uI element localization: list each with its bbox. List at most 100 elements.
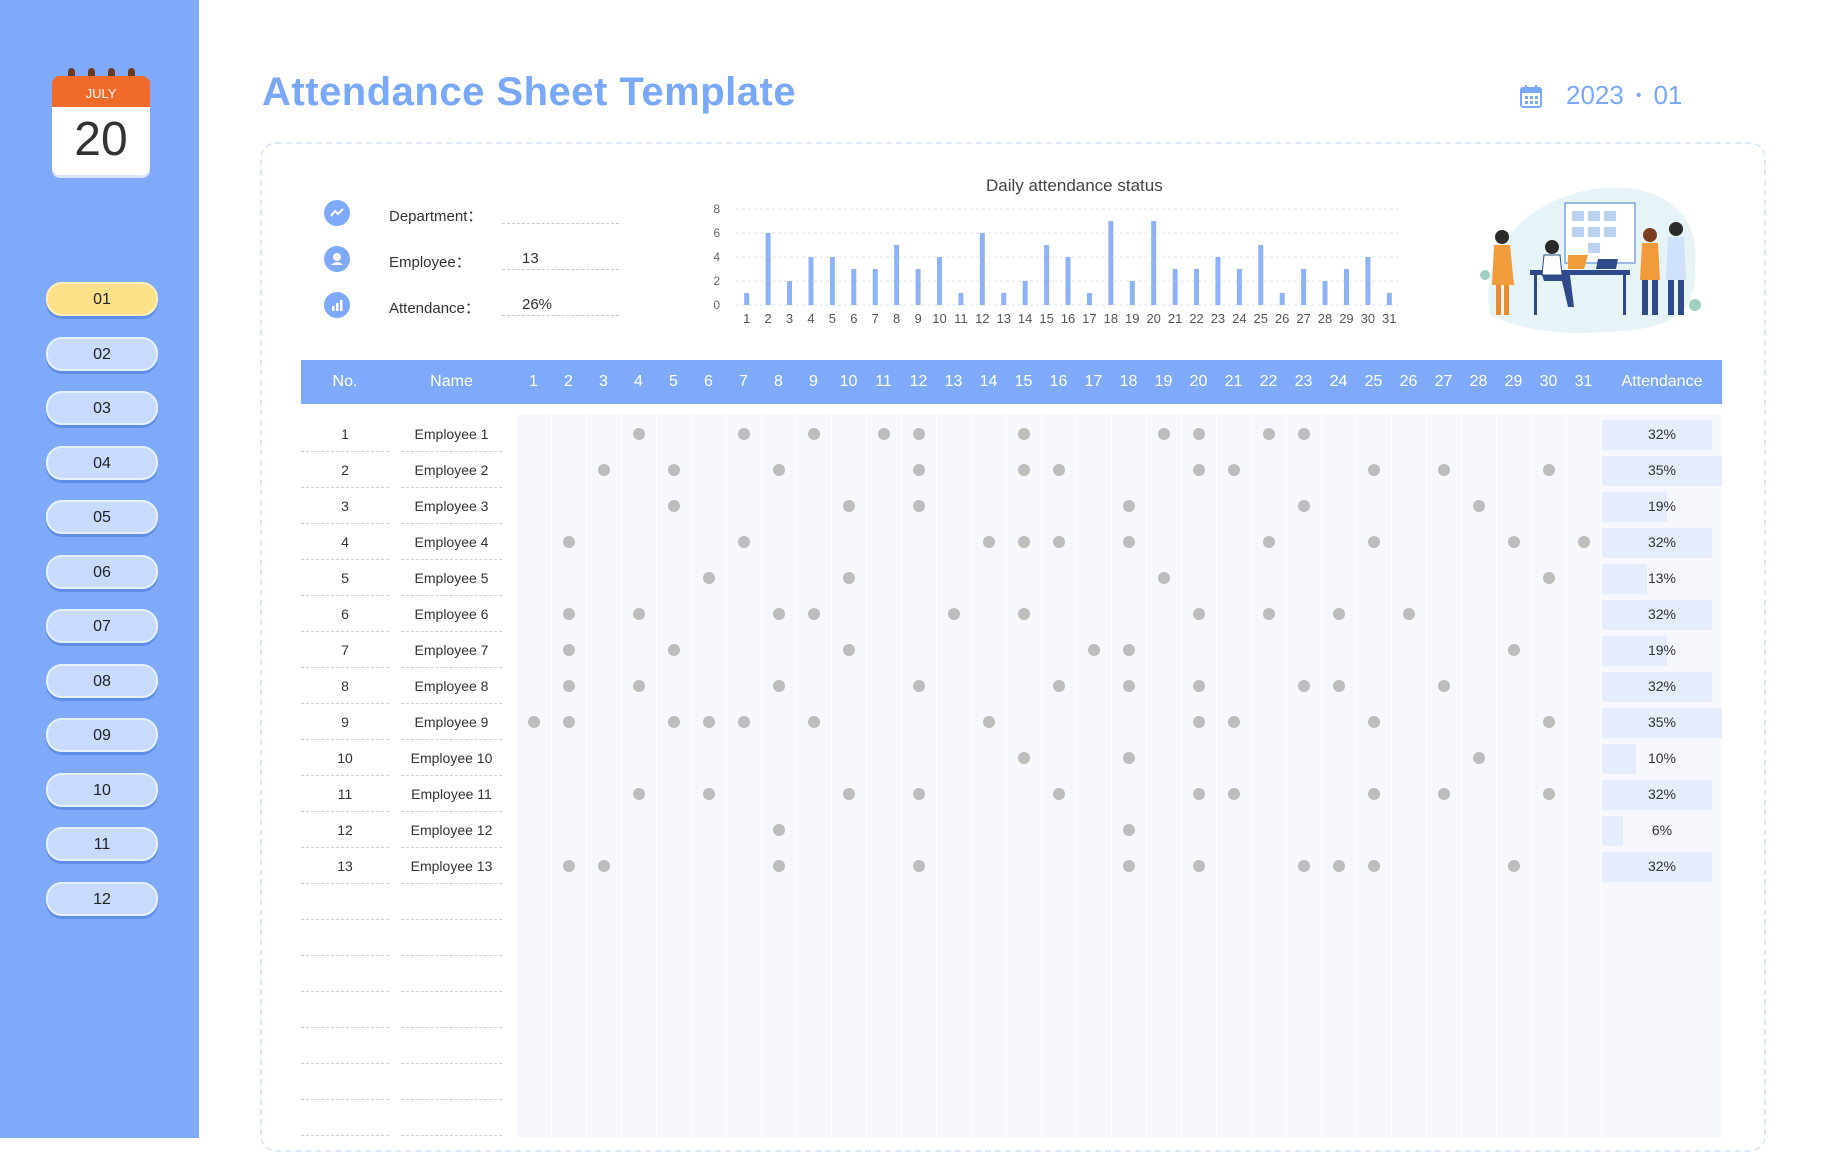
cell-name[interactable]: Employee 5 (401, 560, 502, 596)
cell-name[interactable]: Employee 4 (401, 524, 502, 560)
cell-name[interactable]: Employee 3 (401, 488, 502, 524)
date-display[interactable]: 2023 • 01 (1520, 80, 1682, 111)
cell-name[interactable] (401, 920, 502, 956)
attendance-mark-day-28[interactable] (1472, 752, 1485, 764)
cell-no[interactable]: 12 (301, 812, 389, 848)
attendance-mark-day-12[interactable] (912, 680, 925, 692)
attendance-mark-day-25[interactable] (1367, 860, 1380, 872)
cell-name[interactable]: Employee 7 (401, 632, 502, 668)
attendance-mark-day-10[interactable] (842, 788, 855, 800)
attendance-mark-day-21[interactable] (1227, 788, 1240, 800)
cell-no[interactable]: 9 (301, 704, 389, 740)
attendance-mark-day-18[interactable] (1122, 500, 1135, 512)
attendance-mark-day-14[interactable] (982, 716, 995, 728)
cell-no[interactable]: 7 (301, 632, 389, 668)
attendance-mark-day-3[interactable] (597, 464, 610, 476)
attendance-mark-day-16[interactable] (1052, 788, 1065, 800)
attendance-mark-day-24[interactable] (1332, 608, 1345, 620)
attendance-mark-day-16[interactable] (1052, 680, 1065, 692)
attendance-mark-day-29[interactable] (1507, 860, 1520, 872)
attendance-mark-day-25[interactable] (1367, 464, 1380, 476)
attendance-mark-day-6[interactable] (702, 716, 715, 728)
cell-name[interactable] (401, 1100, 502, 1136)
attendance-rate-field[interactable]: 26% (502, 296, 619, 316)
attendance-mark-day-25[interactable] (1367, 716, 1380, 728)
cell-no[interactable] (301, 1100, 389, 1136)
cell-no[interactable]: 2 (301, 452, 389, 488)
attendance-mark-day-16[interactable] (1052, 536, 1065, 548)
attendance-mark-day-29[interactable] (1507, 536, 1520, 548)
cell-no[interactable] (301, 1028, 389, 1064)
attendance-mark-day-5[interactable] (667, 500, 680, 512)
attendance-mark-day-8[interactable] (772, 464, 785, 476)
attendance-mark-day-17[interactable] (1087, 644, 1100, 656)
attendance-mark-day-9[interactable] (807, 608, 820, 620)
attendance-mark-day-7[interactable] (737, 716, 750, 728)
attendance-mark-day-23[interactable] (1297, 860, 1310, 872)
attendance-mark-day-7[interactable] (737, 536, 750, 548)
cell-name[interactable]: Employee 13 (401, 848, 502, 884)
cell-no[interactable] (301, 1064, 389, 1100)
attendance-mark-day-20[interactable] (1192, 680, 1205, 692)
attendance-mark-day-18[interactable] (1122, 860, 1135, 872)
attendance-mark-day-12[interactable] (912, 428, 925, 440)
cell-no[interactable]: 8 (301, 668, 389, 704)
attendance-mark-day-12[interactable] (912, 788, 925, 800)
cell-name[interactable] (401, 884, 502, 920)
attendance-mark-day-8[interactable] (772, 608, 785, 620)
attendance-mark-day-21[interactable] (1227, 716, 1240, 728)
attendance-mark-day-27[interactable] (1437, 464, 1450, 476)
attendance-mark-day-12[interactable] (912, 464, 925, 476)
attendance-mark-day-4[interactable] (632, 608, 645, 620)
cell-no[interactable] (301, 884, 389, 920)
cell-no[interactable]: 1 (301, 416, 389, 452)
month-button-05[interactable]: 05 (46, 500, 158, 534)
attendance-mark-day-23[interactable] (1297, 428, 1310, 440)
attendance-mark-day-24[interactable] (1332, 860, 1345, 872)
attendance-mark-day-9[interactable] (807, 716, 820, 728)
attendance-mark-day-15[interactable] (1017, 464, 1030, 476)
attendance-mark-day-30[interactable] (1542, 572, 1555, 584)
attendance-mark-day-26[interactable] (1402, 608, 1415, 620)
attendance-mark-day-15[interactable] (1017, 608, 1030, 620)
cell-no[interactable]: 13 (301, 848, 389, 884)
attendance-mark-day-18[interactable] (1122, 752, 1135, 764)
attendance-mark-day-30[interactable] (1542, 716, 1555, 728)
cell-no[interactable] (301, 992, 389, 1028)
attendance-mark-day-23[interactable] (1297, 500, 1310, 512)
attendance-mark-day-3[interactable] (597, 860, 610, 872)
cell-name[interactable]: Employee 6 (401, 596, 502, 632)
attendance-mark-day-9[interactable] (807, 428, 820, 440)
cell-no[interactable]: 10 (301, 740, 389, 776)
attendance-mark-day-2[interactable] (562, 680, 575, 692)
attendance-mark-day-5[interactable] (667, 644, 680, 656)
attendance-mark-day-12[interactable] (912, 500, 925, 512)
cell-name[interactable] (401, 992, 502, 1028)
attendance-mark-day-13[interactable] (947, 608, 960, 620)
attendance-mark-day-19[interactable] (1157, 428, 1170, 440)
attendance-mark-day-20[interactable] (1192, 428, 1205, 440)
attendance-mark-day-6[interactable] (702, 788, 715, 800)
month-button-04[interactable]: 04 (46, 445, 158, 480)
cell-name[interactable]: Employee 9 (401, 704, 502, 740)
attendance-mark-day-8[interactable] (772, 680, 785, 692)
attendance-mark-day-2[interactable] (562, 716, 575, 728)
attendance-mark-day-4[interactable] (632, 680, 645, 692)
attendance-mark-day-18[interactable] (1122, 536, 1135, 548)
cell-name[interactable]: Employee 11 (401, 776, 502, 812)
cell-name[interactable]: Employee 2 (401, 452, 502, 488)
attendance-mark-day-1[interactable] (527, 716, 540, 728)
cell-name[interactable]: Employee 12 (401, 812, 502, 848)
attendance-mark-day-5[interactable] (667, 464, 680, 476)
attendance-mark-day-22[interactable] (1262, 428, 1275, 440)
attendance-mark-day-24[interactable] (1332, 680, 1345, 692)
attendance-mark-day-20[interactable] (1192, 608, 1205, 620)
attendance-mark-day-7[interactable] (737, 428, 750, 440)
department-field[interactable] (502, 204, 619, 224)
attendance-mark-day-2[interactable] (562, 608, 575, 620)
month-button-03[interactable]: 03 (46, 391, 158, 425)
attendance-mark-day-18[interactable] (1122, 644, 1135, 656)
attendance-mark-day-21[interactable] (1227, 464, 1240, 476)
attendance-mark-day-14[interactable] (982, 536, 995, 548)
attendance-mark-day-11[interactable] (877, 428, 890, 440)
